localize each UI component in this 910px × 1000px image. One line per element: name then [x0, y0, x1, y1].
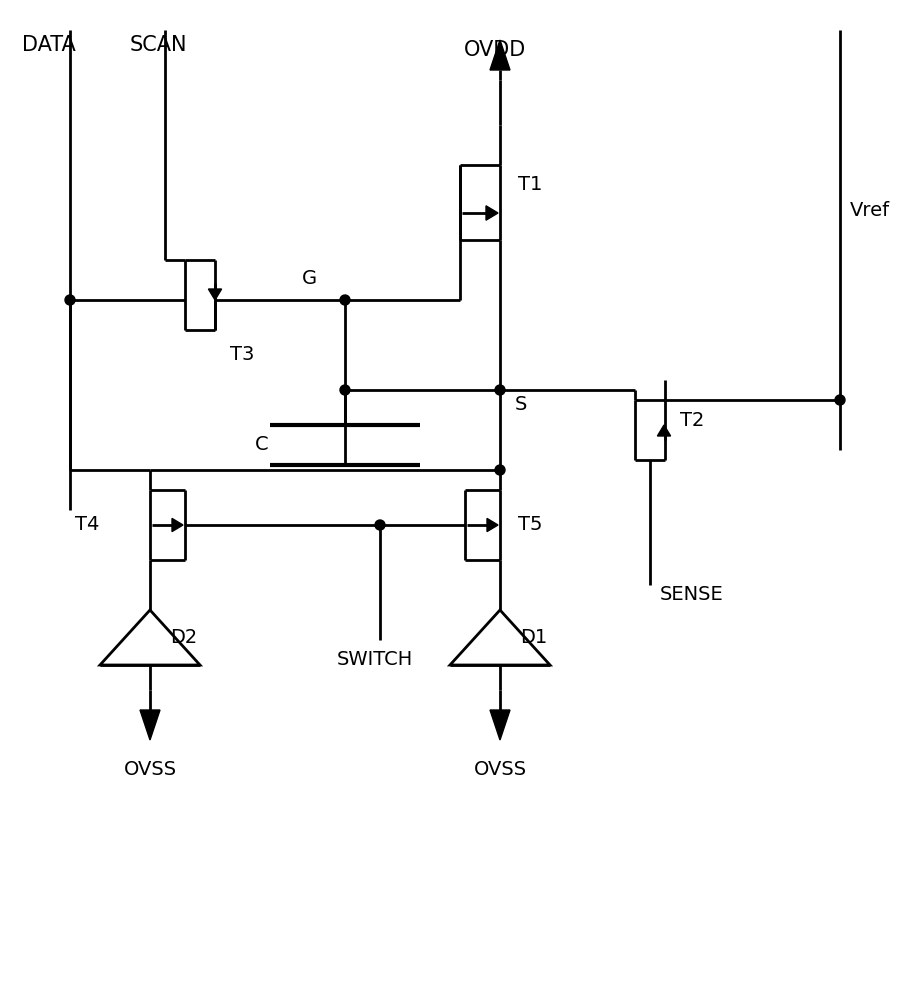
Text: T3: T3 [230, 345, 255, 364]
Text: D1: D1 [520, 628, 547, 647]
Polygon shape [208, 289, 222, 300]
Text: C: C [255, 435, 268, 454]
Text: D2: D2 [170, 628, 197, 647]
Polygon shape [657, 425, 671, 436]
Polygon shape [487, 518, 498, 532]
Text: Vref: Vref [850, 200, 890, 220]
Text: SENSE: SENSE [660, 585, 723, 604]
Text: S: S [515, 395, 528, 414]
Text: T2: T2 [680, 410, 704, 430]
Text: SCAN: SCAN [130, 35, 187, 55]
Text: SWITCH: SWITCH [337, 650, 413, 669]
Text: G: G [302, 269, 317, 288]
Circle shape [340, 385, 350, 395]
Circle shape [375, 520, 385, 530]
Circle shape [65, 295, 75, 305]
Polygon shape [486, 206, 498, 220]
Circle shape [495, 385, 505, 395]
Circle shape [340, 295, 350, 305]
Polygon shape [490, 40, 510, 70]
Circle shape [495, 465, 505, 475]
Polygon shape [140, 710, 160, 740]
Circle shape [835, 395, 845, 405]
Text: T4: T4 [75, 516, 99, 534]
Text: OVDD: OVDD [464, 40, 526, 60]
Text: OVSS: OVSS [473, 760, 527, 779]
Text: DATA: DATA [22, 35, 76, 55]
Polygon shape [490, 710, 510, 740]
Text: T5: T5 [518, 516, 542, 534]
Text: OVSS: OVSS [124, 760, 177, 779]
Polygon shape [172, 518, 183, 532]
Text: T1: T1 [518, 175, 542, 194]
